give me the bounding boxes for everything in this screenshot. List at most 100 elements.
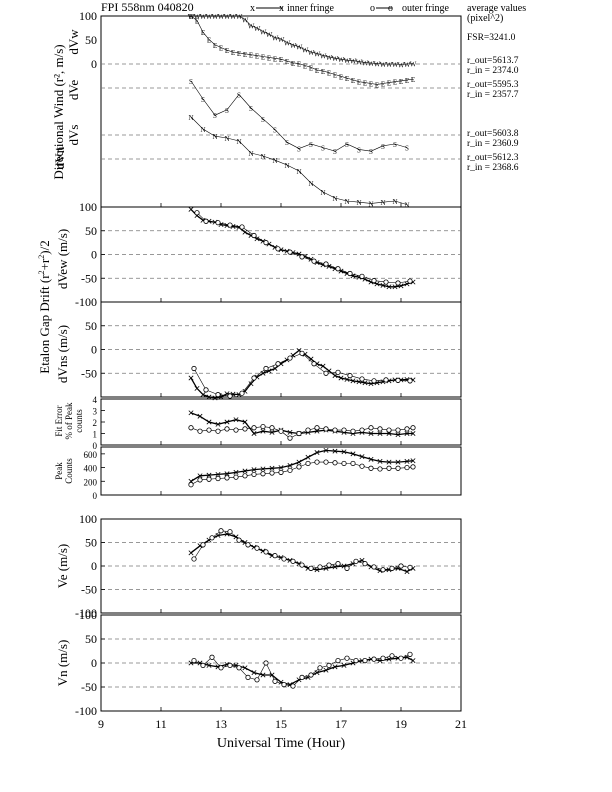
wind-W-marker: W [260,28,267,36]
fit-inner-point [260,428,266,434]
ve-y-tick-label: -50 [81,583,97,597]
fit-outer-point [278,428,284,434]
ve-outer-point [362,561,368,567]
peak-outer-point [251,471,257,478]
peak-outer-point [410,464,416,470]
peak-outer-point [188,482,194,488]
ylabel-ve: Ve (m/s) [55,544,70,588]
peak-outer-point [215,475,221,482]
vn-outer-point [227,662,233,669]
peak-inner-point [341,449,347,455]
fit-inner-point [269,429,275,435]
ylabel-vn: Vn (m/s) [55,640,70,687]
peak-outer-point [323,459,329,465]
peak-outer-point [242,473,248,479]
fit-outer-point [323,426,329,432]
wind-E-marker: E [339,73,343,81]
vn-outer-point [371,656,377,662]
wind-W-marker: W [278,36,285,44]
ve-outer-point [245,542,251,548]
ve-outer-point [353,558,359,564]
r-out-s: r_out=5603.8 [467,129,519,139]
peak-outer-point [233,474,239,480]
ylabel-fit-2: % of Peak [64,402,74,439]
vn-outer-point [236,665,242,671]
vns-outer-point [275,361,281,367]
fit-inner-point [188,410,194,416]
vn-outer-point [380,655,386,661]
r-out-n: r_out=5612.3 [467,153,519,163]
vn-outer-point [272,678,278,684]
wind-W-marker: W [236,13,243,21]
r-in-e: r_in = 2357.7 [467,90,519,100]
vew-inner-point [242,229,248,235]
wind-E-marker: E [387,80,391,88]
fit-inner-point [197,413,203,419]
vew-outer-point [263,240,269,246]
ve-outer-point [344,565,350,571]
wind-W-marker: W [362,60,369,68]
wind-E-marker: E [381,81,385,89]
vn-outer-point [299,674,305,681]
wind-W-marker: W [392,61,399,69]
peak-outer-point [350,460,356,467]
fit-outer-point [197,428,203,434]
avg-values-unit: (pixel^2) [467,13,503,24]
wind-S-marker: S [393,141,397,149]
vew-inner-point [392,284,398,290]
wind-E-marker: E [399,78,403,86]
peak-y-tick-label: 200 [84,477,98,487]
peak-outer-point [386,465,392,471]
ve-outer-point [200,542,206,548]
wind-W-marker: W [380,61,387,69]
wind-E-marker: E [201,29,205,37]
plot-layer: 500-50-100500-50432106004002000100500-50… [75,9,467,731]
wind-W-marker: W [332,55,339,63]
vew-outer-point [407,278,413,284]
vew-inner-point [386,284,392,290]
peak-outer-point [224,475,230,481]
fit-inner-point [215,421,221,427]
peak-outer-point [260,471,266,477]
vew-x-line [190,208,414,288]
vns-inner-point [320,363,326,369]
fit-outer-point [287,435,293,441]
ylabel-etalon-gap: Etalon Gap Drift (r2+r2)/2 [37,240,52,373]
fit-y-tick-label: 4 [93,395,98,405]
fit-outer-point [296,430,302,437]
wind-W-marker: W [200,13,207,21]
wind-E-marker: E [369,81,373,89]
wind-W-marker: W [188,13,195,21]
fit-outer-point [314,425,320,431]
wind-E-marker: E [267,54,271,62]
peak-outer-point [287,467,293,473]
wind-S-marker: S [225,107,229,115]
peak-inner-point [368,456,374,462]
peak-inner-point [323,447,329,453]
wind-W-marker: W [218,13,225,21]
wind-W-marker: W [320,52,327,60]
vn-outer-point [398,655,404,661]
wind-W-marker: W [302,47,309,55]
wind-S-line [190,80,408,152]
vew-outer-point [311,258,317,264]
wind-W-marker: W [350,58,357,66]
svg-text:o: o [370,3,375,14]
wind-N-marker: N [308,180,313,188]
wind-N-marker: N [260,153,265,161]
wind-S-marker: S [201,96,205,104]
panel-fit-frame [100,398,462,446]
vns-inner-point [188,375,194,381]
peak-outer-point [305,460,311,467]
vew-y-tick-label: -100 [75,295,97,309]
fit-outer-point [386,427,392,433]
vns-y-tick-label: 50 [85,319,97,333]
wind-y-tick-label: 50 [85,33,97,47]
peak-inner-point [404,458,410,464]
wind-E-line [190,15,414,85]
ve-outer-point [236,537,242,543]
fit-inner-point [395,432,401,438]
peak-inner-point [206,472,212,478]
fit-outer-point [350,428,356,434]
x-tick-label: 9 [98,717,104,731]
